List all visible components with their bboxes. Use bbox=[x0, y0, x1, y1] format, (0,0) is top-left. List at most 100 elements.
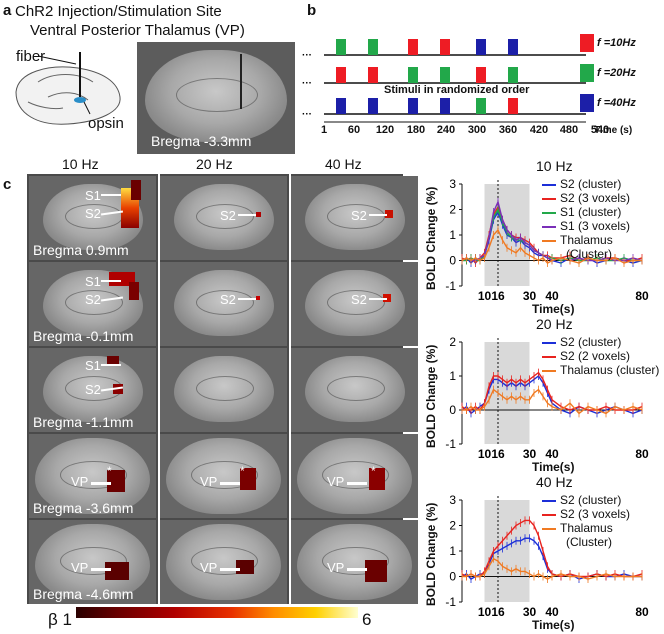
brain-slice bbox=[35, 524, 150, 600]
timeline-tick-label: 240 bbox=[436, 124, 456, 136]
y-tick-label: -1 bbox=[445, 279, 456, 293]
activation-blob bbox=[107, 470, 125, 492]
legend-label-cont: (Cluster) bbox=[566, 247, 613, 261]
activation-blob bbox=[131, 180, 141, 200]
activation-blob bbox=[240, 468, 256, 490]
stim-block bbox=[368, 67, 378, 83]
legend-swatch bbox=[542, 356, 556, 358]
x-tick-label: 10 bbox=[478, 447, 492, 461]
x-tick-label: 30 bbox=[523, 605, 537, 619]
brain-slice bbox=[297, 524, 412, 600]
brain-slice bbox=[166, 524, 281, 600]
legend-label: f =20Hz bbox=[597, 67, 636, 79]
legend-label: S1 (cluster) bbox=[560, 205, 622, 219]
brain-slice bbox=[145, 50, 287, 142]
activation-blob bbox=[365, 560, 387, 582]
pointer-line bbox=[220, 568, 240, 571]
x-tick-label: 80 bbox=[635, 447, 649, 461]
x-tick-label: 16 bbox=[491, 447, 505, 461]
row-ellipsis: ··· bbox=[302, 109, 312, 120]
brain-slice bbox=[305, 356, 405, 422]
column-separator bbox=[289, 174, 291, 604]
legend-label: S2 (3 voxels) bbox=[560, 191, 631, 205]
pointer-line bbox=[101, 194, 121, 196]
brain-slice bbox=[174, 270, 274, 336]
mri-slice-tile: VP bbox=[160, 520, 287, 604]
y-tick-label: 3 bbox=[449, 493, 456, 507]
legend-swatch bbox=[542, 514, 556, 516]
mri-slice-tile: S2 bbox=[291, 262, 418, 346]
stim-block bbox=[336, 67, 346, 83]
region-label-s1: S1 bbox=[85, 358, 101, 373]
timeline-tick-label: 540 bbox=[590, 124, 610, 136]
brain-slice bbox=[305, 270, 405, 336]
bregma-label: Bregma 0.9mm bbox=[33, 242, 129, 258]
bregma-label: Bregma -3.6mm bbox=[33, 500, 134, 516]
series-line bbox=[461, 228, 642, 264]
mri-slice-tile: S2 bbox=[291, 176, 418, 260]
series-line bbox=[462, 388, 643, 415]
legend-label: f =10Hz bbox=[597, 37, 636, 49]
stim-block bbox=[440, 39, 450, 55]
brain-slice bbox=[297, 438, 412, 514]
pointer-line bbox=[101, 280, 121, 282]
timeline-tick-label: 120 bbox=[375, 124, 395, 136]
activation-blob bbox=[105, 562, 129, 580]
panel-b-letter: b bbox=[307, 2, 317, 19]
legend-swatch bbox=[542, 212, 556, 214]
legend-label: S1 (3 voxels) bbox=[560, 219, 631, 233]
legend-swatch bbox=[542, 198, 556, 200]
mri-slice-tile: S2 bbox=[160, 176, 287, 260]
brain-slice bbox=[174, 356, 274, 422]
timeline-tick-label: 480 bbox=[559, 124, 579, 136]
stim-block bbox=[368, 39, 378, 55]
region-label-s2: S2 bbox=[85, 382, 101, 397]
stim-block bbox=[408, 98, 418, 114]
timeline-tick-label: 300 bbox=[467, 124, 487, 136]
activation-blob bbox=[256, 296, 260, 300]
asterisk-marker: * bbox=[107, 464, 112, 478]
stim-block bbox=[476, 39, 486, 55]
x-tick-label: 80 bbox=[635, 605, 649, 619]
region-label-vp: VP bbox=[200, 474, 218, 489]
region-label-s2: S2 bbox=[85, 292, 101, 307]
legend-label: S2 (cluster) bbox=[560, 493, 622, 507]
panel-a-title-line1: ChR2 Injection/Stimulation Site bbox=[15, 3, 222, 20]
y-tick-label: -1 bbox=[445, 437, 456, 451]
x-tick-label: 40 bbox=[545, 447, 559, 461]
stim-block bbox=[476, 98, 486, 114]
x-tick-label: 10 bbox=[478, 605, 492, 619]
pointer-line bbox=[369, 214, 387, 216]
bregma-label: Bregma -1.1mm bbox=[33, 414, 134, 430]
brain-slice bbox=[166, 438, 281, 514]
series-line bbox=[462, 557, 642, 580]
legend-swatch bbox=[542, 342, 556, 344]
y-tick-label: 2 bbox=[449, 335, 456, 349]
x-tick-label: 30 bbox=[523, 447, 537, 461]
x-tick-label: 16 bbox=[491, 605, 505, 619]
bregma-label: Bregma -4.6mm bbox=[33, 586, 134, 602]
pointer-line bbox=[101, 364, 121, 366]
y-tick-label: 0 bbox=[449, 570, 456, 584]
column-header-10hz: 10 Hz bbox=[62, 156, 99, 172]
legend-swatch bbox=[580, 64, 594, 82]
mri-slice-tile: VP bbox=[291, 520, 418, 604]
y-tick-label: 2 bbox=[449, 203, 456, 217]
stim-window bbox=[484, 500, 530, 602]
brain-slice bbox=[35, 438, 150, 514]
region-label-s2: S2 bbox=[351, 292, 367, 307]
stim-block bbox=[408, 39, 418, 55]
randomized-annotation: Stimuli in randomized order bbox=[382, 84, 532, 96]
y-tick-label: 1 bbox=[449, 228, 456, 242]
timeline-tick-label: 420 bbox=[529, 124, 549, 136]
activation-blob bbox=[109, 272, 135, 286]
mri-slice-tile bbox=[160, 348, 287, 432]
region-label-vp: VP bbox=[71, 560, 89, 575]
legend-label: Thalamus bbox=[560, 521, 613, 535]
y-tick-label: 0 bbox=[449, 254, 456, 268]
y-tick-label: -1 bbox=[445, 595, 456, 609]
activation-blob bbox=[385, 210, 393, 218]
bregma-label-a: Bregma -3.3mm bbox=[151, 133, 252, 149]
pointer-line bbox=[238, 298, 256, 300]
bold-line-chart: -1 0 1 2 3 10 16 30 40 80 bbox=[445, 177, 649, 303]
